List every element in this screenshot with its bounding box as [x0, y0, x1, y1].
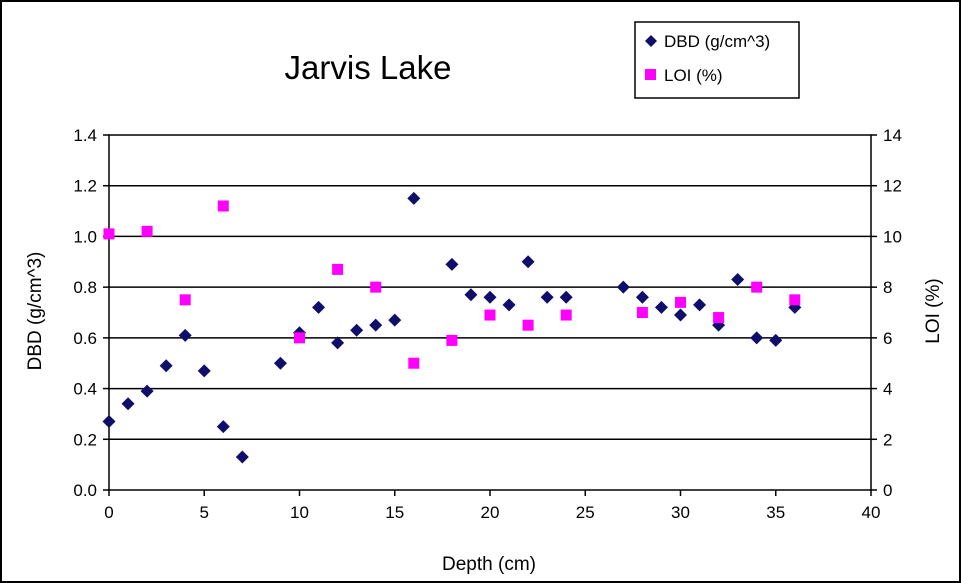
dbd-point	[350, 323, 364, 337]
dbd-point	[654, 300, 668, 314]
dbd-point	[369, 318, 383, 332]
dbd-point	[235, 450, 249, 464]
x-tick-label: 20	[481, 503, 500, 522]
loi-point	[484, 309, 496, 321]
dbd-point	[159, 359, 173, 373]
legend-marker-dbd	[645, 35, 657, 47]
dbd-point	[388, 313, 402, 327]
y2-tick-label: 10	[883, 227, 902, 246]
dbd-point	[674, 308, 687, 322]
y-tick-label: 0.0	[73, 481, 97, 500]
dbd-point	[616, 280, 630, 294]
dbd-point	[445, 257, 459, 271]
loi-point	[217, 200, 229, 212]
y-tick-label: 1.4	[73, 126, 97, 145]
dbd-point	[750, 331, 764, 345]
dbd-point	[312, 300, 326, 314]
dbd-point	[635, 290, 649, 304]
loi-point	[370, 281, 382, 293]
loi-point	[294, 332, 305, 344]
y-tick-label: 0.6	[73, 329, 97, 348]
y-tick-label: 0.4	[73, 380, 97, 399]
legend-label-loi: LOI (%)	[664, 66, 723, 85]
x-tick-label: 35	[766, 503, 785, 522]
legend-box	[634, 21, 800, 99]
loi-point	[103, 228, 115, 240]
loi-point	[408, 357, 420, 369]
dbd-point	[121, 397, 135, 411]
dbd-point	[559, 290, 573, 304]
y2-tick-label: 8	[883, 278, 892, 297]
chart-title: Jarvis Lake	[285, 49, 452, 86]
dbd-point	[216, 420, 230, 434]
legend-label-dbd: DBD (g/cm^3)	[664, 32, 770, 51]
y2-tick-label: 14	[883, 126, 902, 145]
loi-point	[675, 296, 686, 308]
dbd-point	[197, 364, 211, 378]
loi-point	[560, 309, 572, 321]
dbd-point	[693, 298, 707, 312]
loi-point	[522, 319, 534, 331]
dbd-point	[273, 356, 287, 370]
y-axis-left-ticks: 0.0 0.2 0.4 0.6 0.8 1.0 1.2 1.4	[73, 126, 109, 500]
dbd-point	[731, 273, 745, 287]
x-tick-label: 25	[576, 503, 595, 522]
y-tick-label: 0.2	[73, 430, 97, 449]
loi-point	[751, 281, 763, 293]
y2-tick-label: 4	[883, 380, 892, 399]
loi-point	[636, 307, 648, 318]
x-tick-label: 40	[862, 503, 881, 522]
x-tick-label: 10	[290, 503, 309, 522]
x-tick-label: 5	[200, 503, 209, 522]
dbd-point	[102, 415, 116, 429]
dbd-point	[407, 191, 421, 205]
dbd-point	[521, 255, 535, 269]
dbd-point	[483, 290, 497, 304]
gridlines	[109, 184, 871, 441]
y-axis-right-ticks: 0 2 4 6 8 10 12 14	[871, 126, 902, 500]
y-tick-label: 1.2	[73, 177, 97, 196]
series-layer	[102, 191, 802, 464]
x-tick-label: 0	[104, 503, 113, 522]
dbd-point	[769, 333, 783, 347]
y-tick-label: 1.0	[73, 227, 97, 246]
dbd-point	[464, 288, 478, 302]
legend-marker-loi	[645, 69, 656, 80]
y2-tick-label: 0	[883, 481, 892, 500]
y-axis-title: DBD (g/cm^3)	[25, 252, 46, 371]
x-axis-title: Depth (cm)	[442, 554, 536, 575]
dbd-point	[502, 298, 516, 312]
dbd-point	[178, 328, 192, 342]
y2-tick-label: 12	[883, 177, 902, 196]
loi-point	[446, 334, 458, 346]
y2-tick-label: 2	[883, 430, 892, 449]
x-tick-label: 30	[671, 503, 690, 522]
legend: DBD (g/cm^3) LOI (%)	[634, 21, 800, 99]
y2-tick-label: 6	[883, 329, 892, 348]
dbd-point	[331, 336, 345, 350]
loi-point	[332, 263, 344, 275]
y-tick-label: 0.8	[73, 278, 97, 297]
x-axis-ticks: 0 5 10 15 20 25 30 35 40	[104, 490, 880, 522]
dbd-point	[140, 384, 154, 398]
dbd-point	[540, 290, 554, 304]
x-tick-label: 15	[385, 503, 404, 522]
loi-point	[179, 294, 191, 306]
loi-point	[141, 225, 153, 237]
y2-axis-title: LOI (%)	[923, 278, 944, 343]
loi-point	[713, 312, 725, 324]
loi-point	[789, 294, 801, 306]
